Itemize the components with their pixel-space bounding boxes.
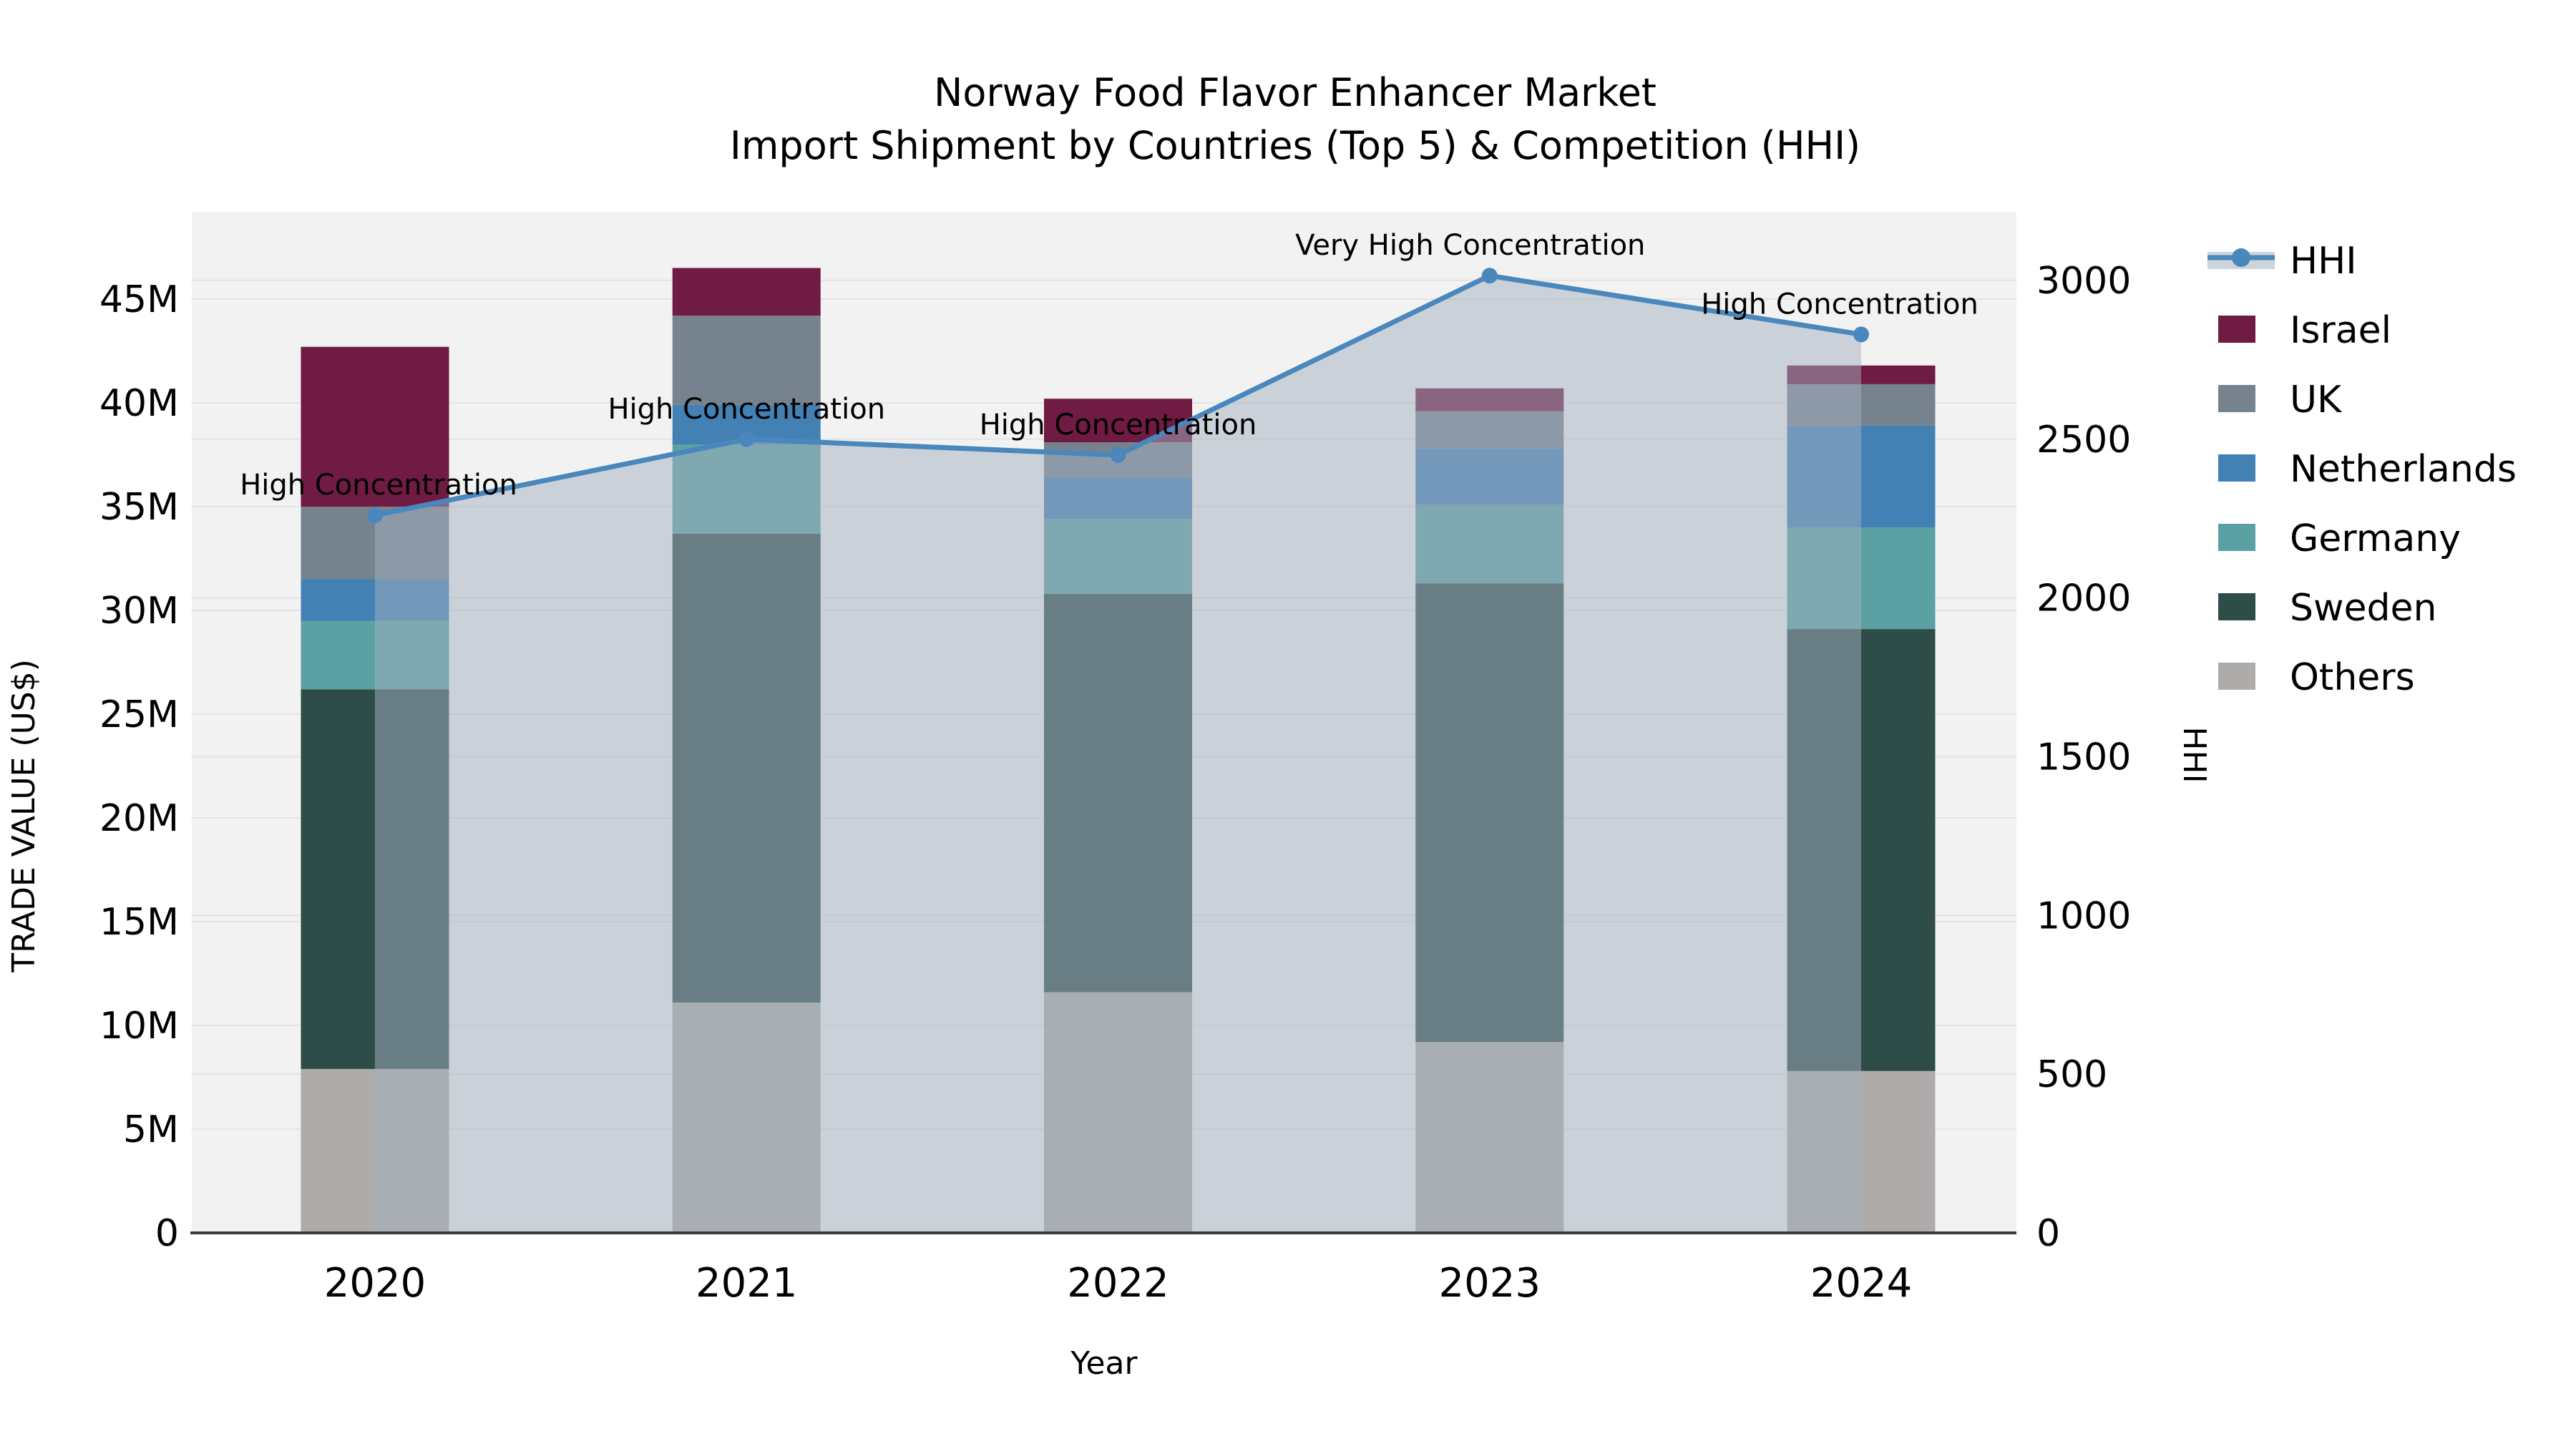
annotation: High Concentration	[1701, 288, 1979, 321]
legend-label: Sweden	[2290, 587, 2437, 630]
annotation: High Concentration	[240, 469, 517, 502]
y-right-tick-label: 2500	[2036, 419, 2131, 462]
y-left-tick-label: 15M	[99, 901, 179, 944]
bar-segment-uk-2021	[672, 316, 821, 405]
legend-label: Israel	[2290, 309, 2391, 352]
hhi-marker	[1481, 268, 1498, 284]
hhi-marker	[1110, 447, 1126, 463]
y-left-tick-label: 25M	[99, 693, 179, 736]
x-tick-label: 2021	[696, 1260, 798, 1307]
y-left-tick-label: 20M	[99, 797, 179, 840]
legend-swatch	[2218, 454, 2255, 482]
y-left-tick-label: 40M	[99, 382, 179, 425]
legend-label: Netherlands	[2290, 448, 2517, 491]
legend-swatch	[2218, 385, 2255, 412]
y-right-tick-label: 1500	[2036, 736, 2131, 779]
legend-swatch	[2218, 663, 2255, 690]
x-tick-label: 2024	[1810, 1260, 1913, 1307]
y-right-tick-label: 0	[2036, 1212, 2060, 1255]
x-tick-label: 2022	[1067, 1260, 1169, 1307]
annotation: High Concentration	[980, 409, 1257, 441]
bar-segment-israel-2021	[672, 268, 821, 316]
annotation: High Concentration	[608, 393, 885, 426]
legend-item-uk: UK	[2218, 379, 2343, 421]
hhi-area-fill	[375, 275, 1861, 1233]
hhi-marker	[367, 507, 383, 524]
legend-label: HHI	[2290, 240, 2357, 283]
legend-swatch	[2218, 316, 2255, 343]
y-left-tick-label: 5M	[123, 1108, 179, 1151]
hhi-marker	[1853, 326, 1869, 343]
legend-swatch	[2218, 593, 2255, 620]
y-left-tick-label: 35M	[99, 486, 179, 529]
plot-area: 0 5M 10M 15M 20M 25M 30M 35M 40M 45M 0 500 1000 1500 2…	[99, 212, 2131, 1307]
legend-item-others: Others	[2218, 656, 2415, 699]
x-axis-title: Year	[1070, 1345, 1138, 1382]
legend-hhi-marker-icon	[2232, 248, 2250, 267]
legend-item-netherlands: Netherlands	[2218, 448, 2517, 491]
bar-segment-israel-2020	[301, 346, 449, 507]
legend-label: Others	[2290, 656, 2415, 699]
y-left-axis-title: TRADE VALUE (US$)	[6, 659, 42, 973]
legend-swatch	[2218, 524, 2255, 551]
legend-item-israel: Israel	[2218, 309, 2391, 352]
y-right-axis-title: HHI	[2176, 726, 2212, 783]
chart-title: Norway Food Flavor Enhancer Market	[934, 70, 1657, 115]
legend-label: UK	[2290, 379, 2343, 421]
y-right-tick-label: 1000	[2036, 894, 2131, 937]
y-right-tick-label: 2000	[2036, 577, 2131, 620]
y-right-tick-label: 500	[2036, 1053, 2107, 1096]
y-left-tick-label: 45M	[99, 278, 179, 321]
legend-item-sweden: Sweden	[2218, 587, 2437, 630]
hhi-marker	[738, 431, 755, 447]
y-left-tick-label: 30M	[99, 590, 179, 633]
legend-item-hhi: HHI	[2207, 240, 2357, 283]
legend-label: Germany	[2290, 517, 2461, 560]
y-left-tick-label: 0	[155, 1212, 179, 1255]
annotation: Very High Concentration	[1295, 229, 1645, 262]
legend-item-germany: Germany	[2218, 517, 2461, 560]
chart-subtitle: Import Shipment by Countries (Top 5) & C…	[730, 123, 1860, 168]
x-tick-label: 2023	[1438, 1260, 1541, 1307]
y-left-tick-label: 10M	[99, 1005, 179, 1048]
legend: HHI Israel UK Netherlands Germany Sweden Other…	[2207, 240, 2517, 699]
x-tick-label: 2020	[324, 1260, 426, 1307]
y-right-tick-label: 3000	[2036, 260, 2131, 303]
